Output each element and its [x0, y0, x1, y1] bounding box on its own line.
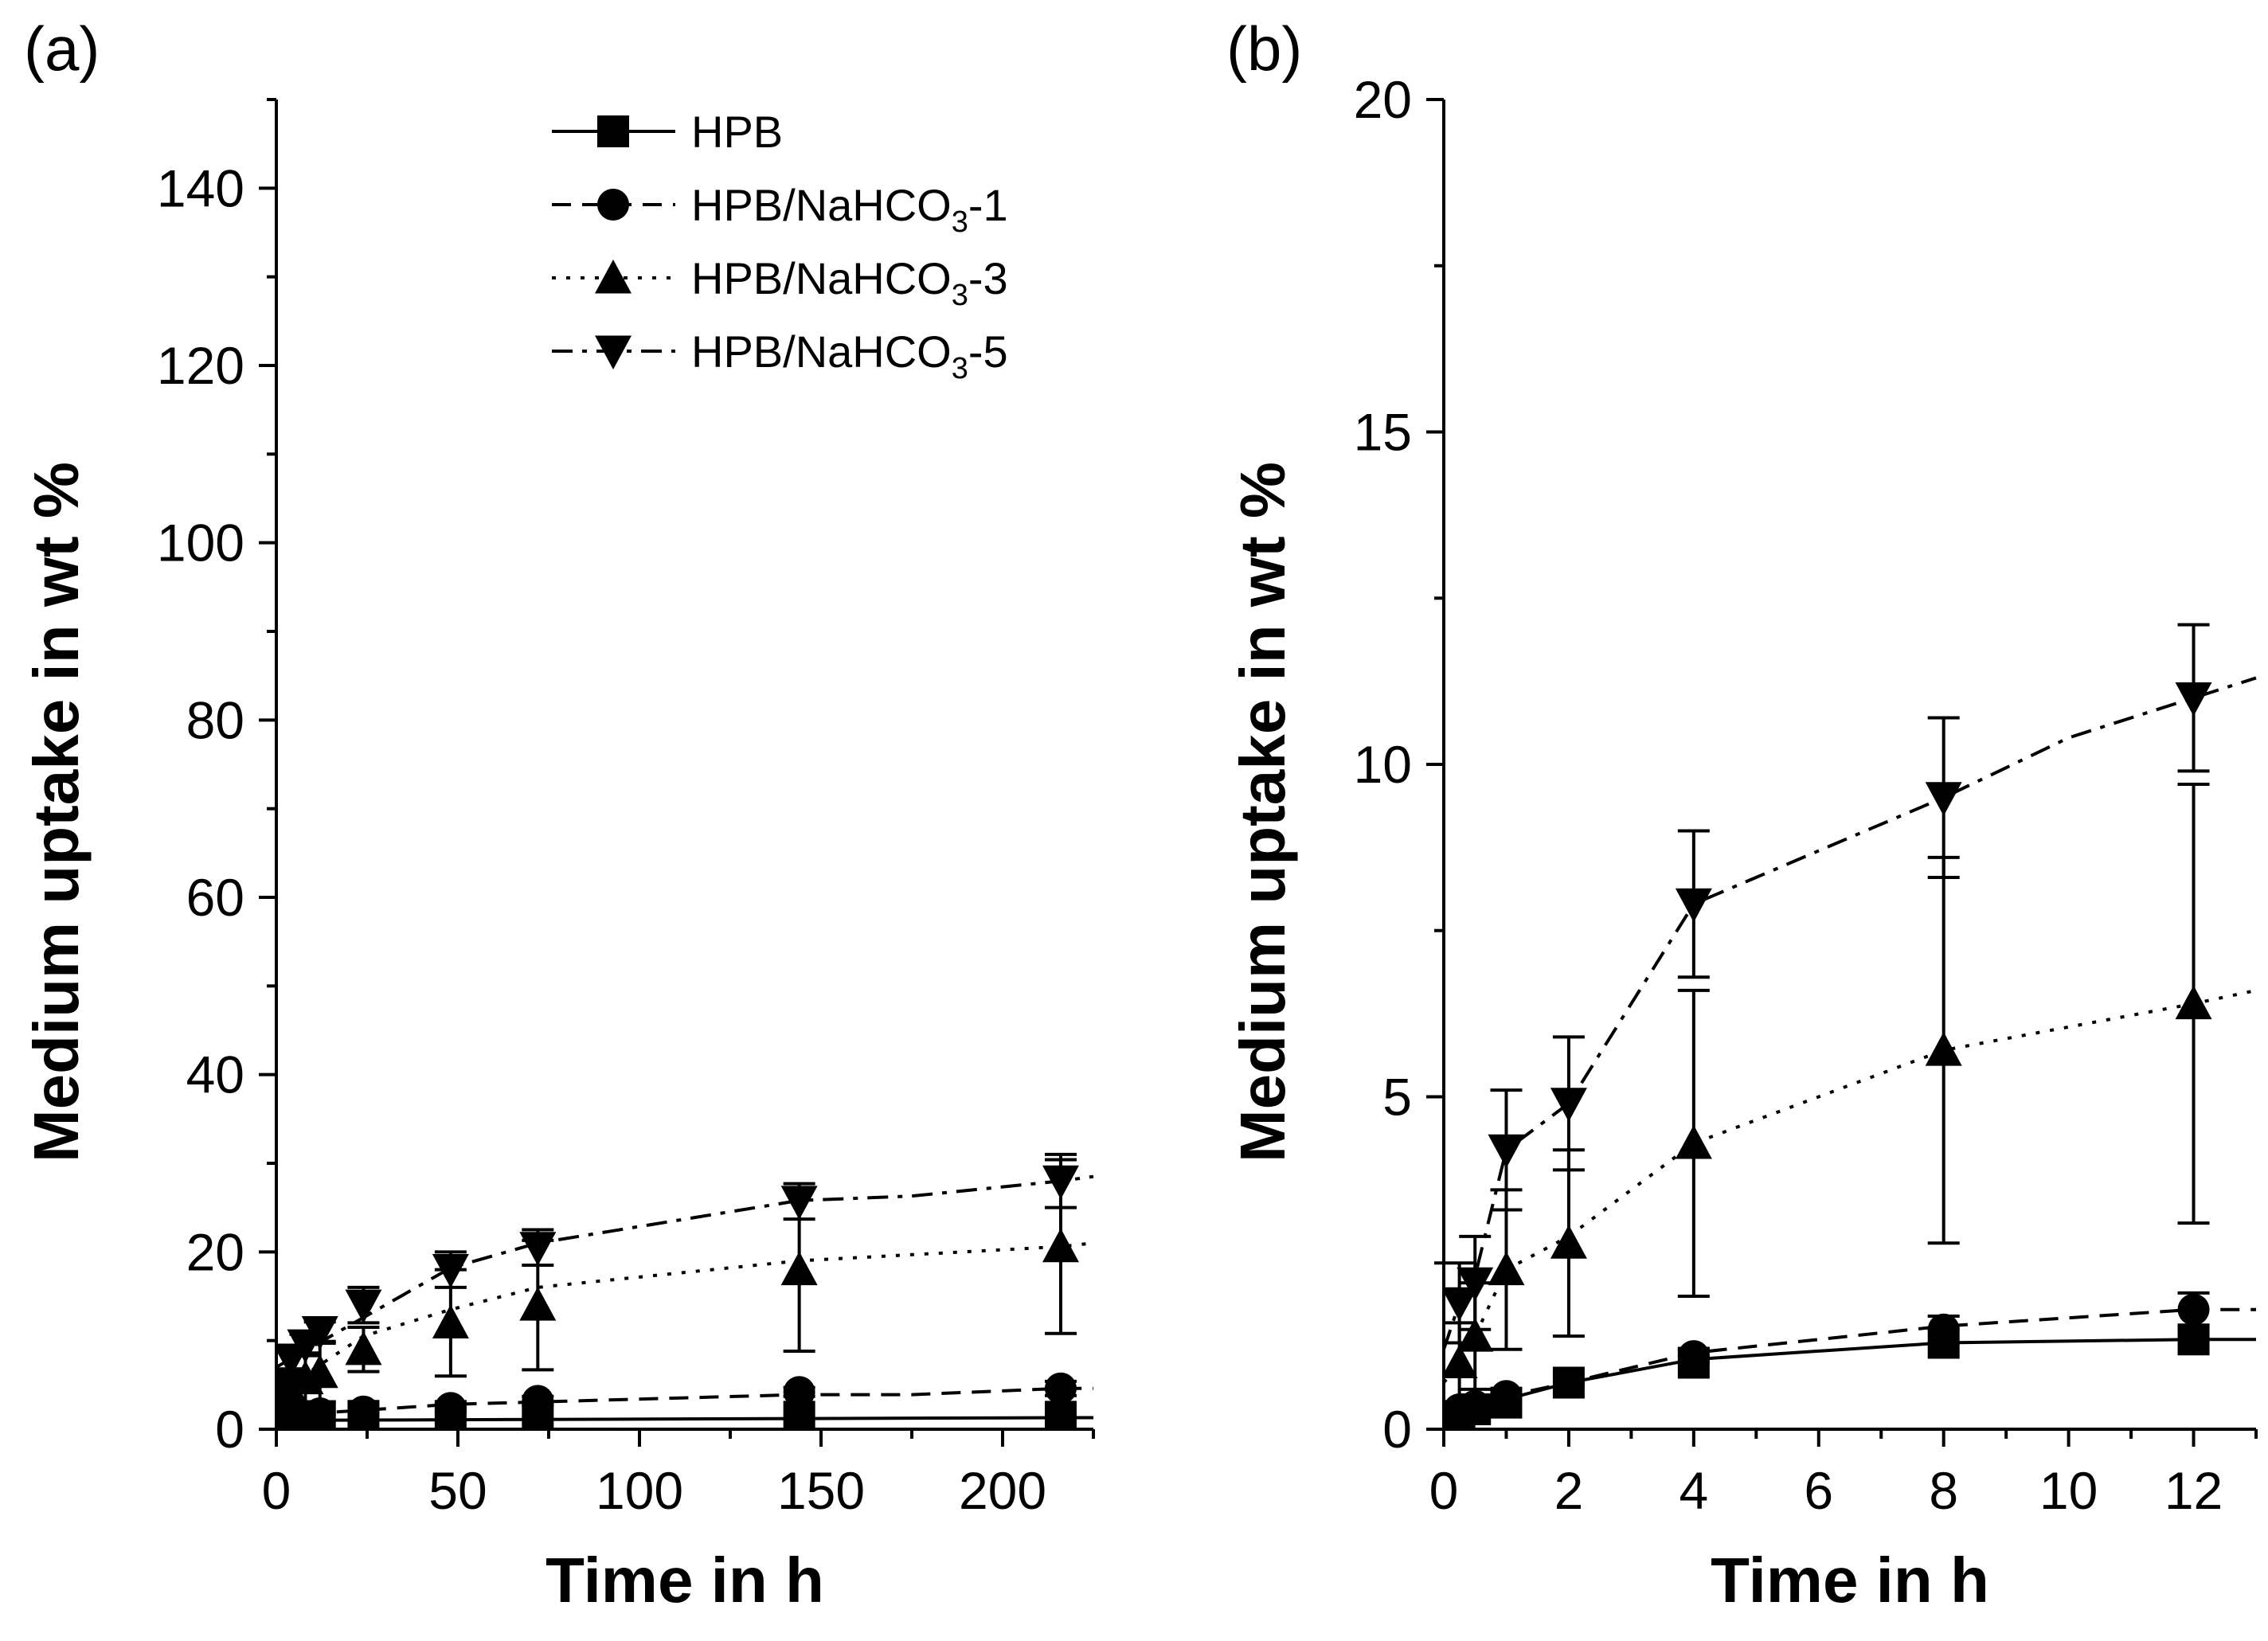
data-point [301, 1315, 338, 1350]
legend-label-sub: 3 [952, 279, 968, 312]
data-point [783, 1401, 815, 1429]
panel-label: (b) [1226, 14, 1302, 84]
data-point [1675, 1124, 1712, 1159]
data-point [2177, 1293, 2210, 1326]
legend-label: HPB/NaHCO3-1 [691, 180, 1008, 239]
x-tick-label: 10 [2039, 1461, 2098, 1520]
y-axis-title: Medium uptake in wt % [1227, 462, 1298, 1162]
plot-area [276, 1152, 1094, 1429]
data-point [780, 1186, 818, 1220]
data-point [434, 1392, 467, 1424]
data-point [1550, 1225, 1587, 1259]
series-hpb-nahco3-1 [1444, 1291, 2256, 1425]
data-point [1490, 1380, 1523, 1412]
data-point [432, 1254, 469, 1288]
data-point [276, 1369, 303, 1405]
data-point [347, 1395, 380, 1428]
data-point [1044, 1372, 1077, 1405]
legend-label: HPB/NaHCO3-5 [691, 326, 1008, 385]
y-tick-label: 120 [157, 336, 244, 395]
y-tick-label: 20 [1354, 70, 1412, 129]
data-point [519, 1287, 557, 1321]
data-point [1488, 1134, 1525, 1169]
y-axis-title: Medium uptake in wt % [21, 462, 92, 1162]
x-axis-title: Time in h [545, 1545, 824, 1616]
x-axis-title: Time in h [1711, 1545, 1989, 1616]
legend-marker [595, 335, 632, 369]
x-tick-label: 2 [1554, 1461, 1584, 1520]
data-point [1925, 782, 1962, 816]
data-point [1925, 1032, 1962, 1066]
x-tick-label: 200 [959, 1461, 1046, 1520]
x-tick-label: 0 [262, 1461, 291, 1520]
data-point [2177, 1323, 2210, 1356]
legend-label-main: HPB [691, 107, 783, 157]
data-point [345, 1330, 382, 1366]
data-point [1927, 1313, 1960, 1346]
data-point [1457, 1267, 1494, 1302]
y-tick-label: 100 [157, 514, 244, 572]
legend-label-main: HPB/NaHCO [691, 180, 952, 230]
data-point [2175, 682, 2212, 717]
legend-label: HPB/NaHCO3-3 [691, 253, 1008, 312]
data-point [432, 1304, 469, 1338]
x-tick-label: 6 [1804, 1461, 1833, 1520]
y-tick-label: 60 [186, 868, 244, 927]
panel-b: (b) 0 5 10 15 20 0 2 4 6 8 10 12 Time in h Medium upta… [1226, 14, 2258, 1616]
x-tick-label: 0 [1429, 1461, 1459, 1520]
y-tick-label: 20 [186, 1222, 244, 1281]
legend-label: HPB [691, 107, 783, 157]
series-hpb-nahco3-5 [1444, 623, 2257, 1350]
x-tick-label: 12 [2164, 1461, 2223, 1520]
data-point [783, 1376, 815, 1409]
y-tick-label: 0 [215, 1400, 244, 1459]
plot-area [1444, 623, 2257, 1429]
legend-marker [597, 189, 629, 221]
y-tick-label: 0 [1382, 1400, 1412, 1459]
legend-label-suffix: -1 [968, 180, 1008, 230]
data-point [1550, 1088, 1587, 1122]
data-point [1677, 1340, 1710, 1373]
data-point [519, 1232, 557, 1266]
data-point [1042, 1165, 1079, 1200]
series-hpb-nahco3-5 [276, 1152, 1094, 1429]
legend-label-suffix: -3 [968, 253, 1008, 303]
x-tick-label: 150 [777, 1461, 865, 1520]
data-point [1488, 1251, 1525, 1286]
legend-label-suffix: -5 [968, 326, 1008, 377]
legend-label-main: HPB/NaHCO [691, 326, 952, 377]
x-tick-label: 100 [596, 1461, 683, 1520]
y-tick-label: 80 [186, 690, 244, 749]
data-point [2175, 985, 2212, 1020]
y-tick-label: 5 [1382, 1068, 1412, 1127]
data-point [522, 1385, 554, 1417]
data-point [1675, 888, 1712, 923]
data-point [780, 1251, 818, 1286]
data-point [1444, 1287, 1478, 1322]
legend-label-main: HPB/NaHCO [691, 253, 952, 303]
legend-label-sub: 3 [952, 205, 968, 239]
data-point [1444, 1344, 1478, 1379]
x-tick-label: 8 [1929, 1461, 1958, 1520]
x-tick-label: 50 [428, 1461, 487, 1520]
data-point [1552, 1366, 1585, 1399]
y-tick-label: 15 [1354, 403, 1412, 462]
data-point [1042, 1228, 1079, 1263]
data-point [301, 1354, 338, 1389]
y-tick-label: 10 [1354, 735, 1412, 794]
panel-a: (a) 0 20 40 60 80 100 120 140 0 50 100 150 200 Time in… [21, 14, 1095, 1616]
legend-label-sub: 3 [952, 352, 968, 385]
data-point [1044, 1401, 1077, 1429]
x-tick-label: 4 [1679, 1461, 1708, 1520]
data-point [1459, 1389, 1492, 1422]
panel-label: (a) [24, 14, 100, 84]
legend-marker [597, 115, 629, 147]
legend-marker [595, 260, 632, 294]
y-tick-label: 140 [157, 158, 244, 217]
data-point [345, 1289, 382, 1324]
y-tick-label: 40 [186, 1045, 244, 1104]
